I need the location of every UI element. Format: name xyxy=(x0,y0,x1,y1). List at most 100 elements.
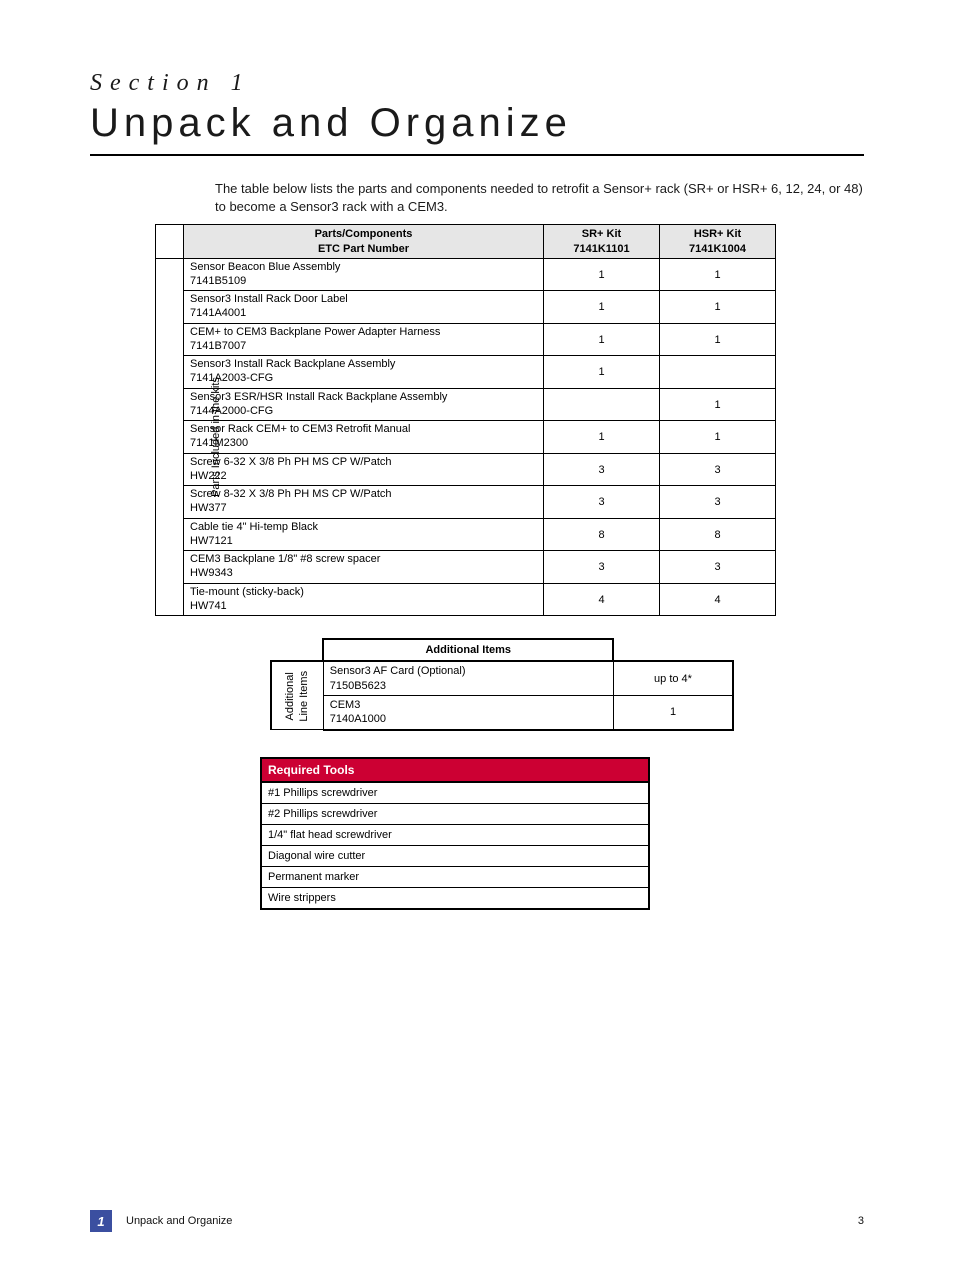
parts-header-sr: SR+ Kit 7141K1101 xyxy=(544,225,660,259)
tool-item: Diagonal wire cutter xyxy=(261,845,649,866)
parts-header-sr-l2: 7141K1101 xyxy=(573,243,629,255)
parts-hsr-cell: 3 xyxy=(660,453,776,486)
parts-row-pn: HW377 xyxy=(190,502,227,514)
parts-row-pn: 7141B5109 xyxy=(190,275,246,287)
parts-row-pn: 7144A2000-CFG xyxy=(190,405,273,417)
additional-side-label-text: AdditionalLine Items xyxy=(283,670,312,721)
parts-hsr-cell xyxy=(660,356,776,389)
additional-val-cell: up to 4* xyxy=(613,661,733,695)
additional-val-blank xyxy=(613,639,733,661)
parts-hsr-cell: 4 xyxy=(660,583,776,616)
parts-hsr-cell: 3 xyxy=(660,551,776,584)
additional-header: Additional Items xyxy=(323,639,613,661)
footer-title: Unpack and Organize xyxy=(126,1215,232,1227)
parts-row-pn: HW741 xyxy=(190,600,227,612)
parts-sr-cell: 1 xyxy=(544,323,660,356)
parts-sr-cell: 3 xyxy=(544,486,660,519)
additional-row-pn: 7150B5623 xyxy=(330,680,386,692)
parts-desc-cell: Screw 6-32 X 3/8 Ph PH MS CP W/PatchHW22… xyxy=(184,453,544,486)
tool-item: Wire strippers xyxy=(261,887,649,909)
parts-hsr-cell: 3 xyxy=(660,486,776,519)
parts-sr-cell: 8 xyxy=(544,518,660,551)
parts-desc-cell: CEM3 Backplane 1/8" #8 screw spacer HW934… xyxy=(184,551,544,584)
parts-side-label-text: Parts Included in the kits xyxy=(210,377,222,497)
table-row: Diagonal wire cutter xyxy=(261,845,649,866)
parts-sr-cell: 1 xyxy=(544,356,660,389)
additional-row-pn: 7140A1000 xyxy=(330,713,386,725)
table-row: Permanent marker xyxy=(261,866,649,887)
parts-hsr-cell: 1 xyxy=(660,323,776,356)
table-row: Sensor3 ESR/HSR Install Rack Backplane A… xyxy=(156,388,776,421)
parts-sr-cell: 3 xyxy=(544,453,660,486)
parts-row-name: CEM+ to CEM3 Backplane Power Adapter Har… xyxy=(190,326,440,338)
parts-desc-cell: Screw 8-32 X 3/8 Ph PH MS CP W/PatchHW37… xyxy=(184,486,544,519)
table-row: CEM3 Backplane 1/8" #8 screw spacer HW934… xyxy=(156,551,776,584)
additional-val-cell: 1 xyxy=(613,696,733,730)
additional-desc-cell: Sensor3 AF Card (Optional)7150B5623 xyxy=(323,661,613,695)
parts-header-hsr-l2: 7141K1004 xyxy=(689,243,746,255)
parts-row-name: Cable tie 4" Hi-temp Black xyxy=(190,521,318,533)
parts-sr-cell: 3 xyxy=(544,551,660,584)
parts-desc-cell: Sensor Rack CEM+ to CEM3 Retrofit Manual… xyxy=(184,421,544,454)
parts-header-desc-l1: Parts/Components xyxy=(315,228,413,240)
parts-row-name: Tie-mount (sticky-back) xyxy=(190,586,304,598)
parts-row-pn: HW7121 xyxy=(190,535,233,547)
additional-items-table: Additional Items AdditionalLine ItemsSen… xyxy=(270,638,734,730)
required-tools-header: Required Tools xyxy=(261,758,649,782)
section-title: Unpack and Organize xyxy=(90,101,864,146)
table-row: #1 Phillips screwdriver xyxy=(261,782,649,804)
table-row: CEM+ to CEM3 Backplane Power Adapter Har… xyxy=(156,323,776,356)
table-row: #2 Phillips screwdriver xyxy=(261,803,649,824)
page-footer: 1 Unpack and Organize 3 xyxy=(90,1210,864,1232)
table-row: AdditionalLine ItemsSensor3 AF Card (Opt… xyxy=(271,661,733,695)
parts-sr-cell xyxy=(544,388,660,421)
table-row: Sensor3 Install Rack Door Label 7141A4001… xyxy=(156,291,776,324)
footer-left: 1 Unpack and Organize xyxy=(90,1210,232,1232)
parts-header-hsr: HSR+ Kit 7141K1004 xyxy=(660,225,776,259)
tool-item: #2 Phillips screwdriver xyxy=(261,803,649,824)
parts-row-name: Sensor3 Install Rack Door Label xyxy=(190,293,348,305)
footer-page-number: 3 xyxy=(858,1215,864,1227)
parts-desc-cell: Sensor3 Install Rack Backplane Assembly 7… xyxy=(184,356,544,389)
additional-row-name: CEM3 xyxy=(330,699,361,711)
additional-desc-cell: CEM3 7140A1000 xyxy=(323,696,613,730)
parts-desc-cell: Sensor3 ESR/HSR Install Rack Backplane A… xyxy=(184,388,544,421)
parts-desc-cell: Sensor3 Install Rack Door Label 7141A4001 xyxy=(184,291,544,324)
title-rule xyxy=(90,154,864,156)
parts-hsr-cell: 1 xyxy=(660,291,776,324)
additional-side-l2: Line Items xyxy=(298,670,310,721)
table-row: Screw 6-32 X 3/8 Ph PH MS CP W/PatchHW22… xyxy=(156,453,776,486)
parts-row-name: CEM3 Backplane 1/8" #8 screw spacer xyxy=(190,553,380,565)
parts-desc-cell: Cable tie 4" Hi-temp Black HW7121 xyxy=(184,518,544,551)
parts-row-pn: 7141A4001 xyxy=(190,307,246,319)
parts-row-pn: HW9343 xyxy=(190,567,233,579)
table-row: Tie-mount (sticky-back)HW74144 xyxy=(156,583,776,616)
parts-side-header-blank xyxy=(156,225,184,259)
table-row: Wire strippers xyxy=(261,887,649,909)
table-row: Screw 8-32 X 3/8 Ph PH MS CP W/PatchHW37… xyxy=(156,486,776,519)
table-row: CEM3 7140A1000 1 xyxy=(271,696,733,730)
additional-side-blank xyxy=(271,639,323,661)
parts-side-label: Parts Included in the kits xyxy=(156,258,184,616)
parts-desc-cell: Tie-mount (sticky-back) HW741 xyxy=(184,583,544,616)
parts-hsr-cell: 1 xyxy=(660,388,776,421)
table-row: Sensor3 Install Rack Backplane Assembly 7… xyxy=(156,356,776,389)
footer-section-badge: 1 xyxy=(90,1210,112,1232)
section-label: Section 1 xyxy=(90,70,864,97)
parts-row-name: Sensor Beacon Blue Assembly xyxy=(190,261,340,273)
parts-row-pn: 7141A2003-CFG xyxy=(190,372,273,384)
parts-sr-cell: 1 xyxy=(544,258,660,291)
table-row: Parts Included in the kitsSensor Beacon … xyxy=(156,258,776,291)
parts-desc-cell: CEM+ to CEM3 Backplane Power Adapter Har… xyxy=(184,323,544,356)
additional-side-label: AdditionalLine Items xyxy=(271,661,323,729)
page: Section 1 Unpack and Organize The table … xyxy=(0,0,954,1272)
parts-sr-cell: 1 xyxy=(544,291,660,324)
parts-header-hsr-l1: HSR+ Kit xyxy=(694,228,741,240)
parts-row-name: Sensor Rack CEM+ to CEM3 Retrofit Manual xyxy=(190,423,410,435)
parts-row-name: Sensor3 Install Rack Backplane Assembly xyxy=(190,358,395,370)
tool-item: #1 Phillips screwdriver xyxy=(261,782,649,804)
parts-hsr-cell: 1 xyxy=(660,421,776,454)
parts-row-pn: 7141B7007 xyxy=(190,340,246,352)
table-row: 1/4" flat head screwdriver xyxy=(261,824,649,845)
required-tools-table: Required Tools #1 Phillips screwdriver#2… xyxy=(260,757,650,910)
